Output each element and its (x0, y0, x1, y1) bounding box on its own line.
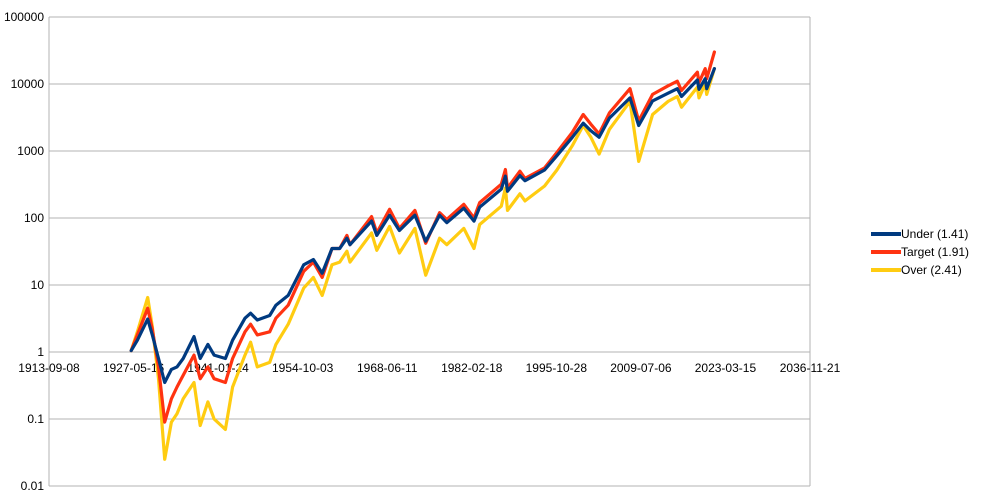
x-tick-label: 1954-10-03 (272, 361, 334, 375)
y-tick-label: 10 (31, 278, 45, 292)
x-tick-label: 1927-05-16 (103, 361, 165, 375)
legend-label: Over (2.41) (901, 263, 962, 277)
x-tick-label: 1995-10-28 (526, 361, 588, 375)
y-tick-label: 0.1 (27, 412, 44, 426)
y-tick-label: 1 (37, 345, 44, 359)
legend-label: Under (1.41) (901, 227, 968, 241)
x-tick-label: 2009-07-06 (610, 361, 672, 375)
y-tick-label: 0.01 (21, 479, 45, 493)
x-tick-label: 1941-01-24 (187, 361, 249, 375)
x-tick-label: 1982-02-18 (441, 361, 503, 375)
y-tick-label: 100 (24, 211, 44, 225)
series-line (129, 66, 717, 385)
x-tick-label: 2036-11-21 (780, 361, 841, 375)
legend: Under (1.41) Target (1.91) Over (2.41) (871, 227, 969, 277)
y-tick-label: 10000 (11, 77, 45, 91)
legend-label: Target (1.91) (901, 245, 969, 259)
x-tick-label: 1968-06-11 (357, 361, 418, 375)
series-line (129, 66, 717, 461)
series-layer (129, 50, 717, 461)
x-tick-label: 1913-09-08 (18, 361, 80, 375)
y-tick-label: 100000 (4, 10, 44, 24)
series-line (129, 50, 717, 424)
y-tick-label: 1000 (17, 144, 44, 158)
grid-layer (48, 16, 811, 487)
axis-layer: 0.01 0.1 1 10 100 1000 10000 100000 1913-09-08 19… (4, 10, 841, 493)
x-tick-label: 2023-03-15 (695, 361, 757, 375)
